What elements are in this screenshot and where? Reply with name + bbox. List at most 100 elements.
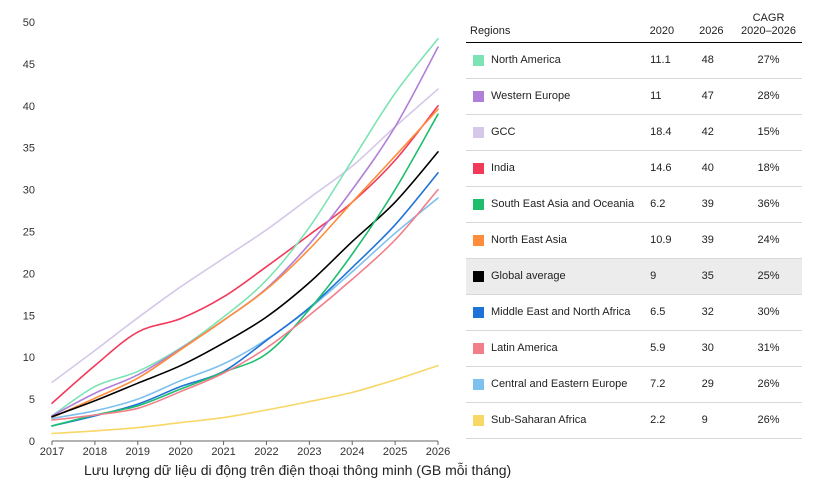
region-cell: North America xyxy=(466,42,637,79)
region-cell: South East Asia and Oceania xyxy=(466,186,637,223)
value-2026-cell: 47 xyxy=(687,78,736,115)
value-2020-cell: 6.5 xyxy=(636,294,688,331)
table-row: Central and Eastern Europe 7.2 29 26% xyxy=(466,366,802,403)
table-row: GCC 18.4 42 15% xyxy=(466,114,802,151)
x-tick-label: 2024 xyxy=(340,446,364,458)
legend-swatch xyxy=(473,270,484,282)
x-tick-label: 2017 xyxy=(40,446,64,458)
legend-swatch xyxy=(473,54,484,66)
cagr-cell: 36% xyxy=(735,186,802,223)
series-line-latin-america xyxy=(51,188,439,421)
table-row: South East Asia and Oceania 6.2 39 36% xyxy=(466,186,802,223)
value-2020-cell: 9 xyxy=(636,258,688,295)
y-tick-label: 0 xyxy=(29,436,35,448)
legend-swatch xyxy=(473,126,484,138)
table-row: Western Europe 11 47 28% xyxy=(466,78,802,115)
region-cell: India xyxy=(466,150,637,187)
region-label: Western Europe xyxy=(491,90,571,102)
region-cell: North East Asia xyxy=(466,222,637,259)
region-label: South East Asia and Oceania xyxy=(491,198,635,210)
series-line-sub-saharan-africa xyxy=(51,364,439,435)
y-tick-label: 20 xyxy=(23,268,35,280)
legend-swatch xyxy=(473,414,484,426)
y-tick-label: 50 xyxy=(23,17,35,29)
chart-caption: Lưu lượng dữ liệu di động trên điện thoạ… xyxy=(84,462,512,478)
series-line-central-and-eastern-europe xyxy=(51,197,439,420)
region-cell: Middle East and North Africa xyxy=(466,294,637,331)
chart-series xyxy=(51,37,439,435)
series-line-north-america xyxy=(51,37,439,417)
legend-swatch xyxy=(473,90,484,102)
y-tick-label: 10 xyxy=(23,352,35,364)
y-tick-label: 15 xyxy=(23,310,35,322)
region-cell: Sub-Saharan Africa xyxy=(466,402,637,439)
y-tick-label: 5 xyxy=(29,394,35,406)
series-line-global-average xyxy=(51,151,439,418)
region-cell: Latin America xyxy=(466,330,637,367)
header-2020: 2020 xyxy=(636,10,688,43)
cagr-cell: 31% xyxy=(735,330,802,367)
y-tick-label: 45 xyxy=(23,59,35,71)
region-cell: Western Europe xyxy=(466,78,637,115)
y-tick-label: 30 xyxy=(23,185,35,197)
table-body: North America 11.1 48 27% Western Europe 11 47… xyxy=(466,42,802,439)
value-2026-cell: 39 xyxy=(687,186,736,223)
region-label: GCC xyxy=(491,126,516,138)
cagr-cell: 30% xyxy=(735,294,802,331)
cagr-cell: 18% xyxy=(735,150,802,187)
value-2026-cell: 9 xyxy=(687,402,736,439)
table-row: North East Asia 10.9 39 24% xyxy=(466,222,802,259)
regions-table: Regions 2020 2026 CAGR 2020–2026 North A… xyxy=(466,10,802,439)
table-row: Global average 9 35 25% xyxy=(466,258,802,295)
legend-swatch xyxy=(473,378,484,390)
x-tick-label: 2019 xyxy=(126,446,150,458)
value-2020-cell: 10.9 xyxy=(636,222,688,259)
x-tick-label: 2020 xyxy=(168,446,192,458)
cagr-cell: 15% xyxy=(735,114,802,151)
value-2026-cell: 42 xyxy=(687,114,736,151)
value-2020-cell: 5.9 xyxy=(636,330,688,367)
value-2020-cell: 7.2 xyxy=(636,366,688,403)
value-2026-cell: 35 xyxy=(687,258,736,295)
value-2026-cell: 40 xyxy=(687,150,736,187)
value-2026-cell: 32 xyxy=(687,294,736,331)
legend-swatch xyxy=(473,306,484,318)
table-header-row: Regions 2020 2026 CAGR 2020–2026 xyxy=(466,10,802,43)
value-2020-cell: 2.2 xyxy=(636,402,688,439)
value-2026-cell: 29 xyxy=(687,366,736,403)
region-label: India xyxy=(491,162,515,174)
region-label: North America xyxy=(491,54,561,66)
header-cagr-line1: CAGR xyxy=(752,11,785,24)
table-row: Middle East and North Africa 6.5 32 30% xyxy=(466,294,802,331)
legend-swatch xyxy=(473,234,484,246)
y-tick-label: 35 xyxy=(23,143,35,155)
cagr-cell: 25% xyxy=(735,258,802,295)
table-row: India 14.6 40 18% xyxy=(466,150,802,187)
header-2026: 2026 xyxy=(687,10,736,43)
legend-swatch xyxy=(473,342,484,354)
region-label: Latin America xyxy=(491,342,558,354)
cagr-cell: 26% xyxy=(735,366,802,403)
table-row: Sub-Saharan Africa 2.2 9 26% xyxy=(466,402,802,439)
value-2020-cell: 11.1 xyxy=(636,42,688,79)
cagr-cell: 26% xyxy=(735,402,802,439)
y-tick-label: 25 xyxy=(23,227,35,239)
region-cell: GCC xyxy=(466,114,637,151)
x-tick-label: 2021 xyxy=(211,446,235,458)
cagr-cell: 27% xyxy=(735,42,802,79)
cagr-cell: 24% xyxy=(735,222,802,259)
region-cell: Global average xyxy=(466,258,637,295)
region-label: Central and Eastern Europe xyxy=(491,378,628,390)
series-line-north-east-asia xyxy=(51,108,439,419)
value-2026-cell: 39 xyxy=(687,222,736,259)
value-2026-cell: 48 xyxy=(687,42,736,79)
header-cagr: CAGR 2020–2026 xyxy=(735,10,802,43)
value-2020-cell: 6.2 xyxy=(636,186,688,223)
header-regions: Regions xyxy=(466,10,637,43)
table-row: Latin America 5.9 30 31% xyxy=(466,330,802,367)
x-tick-label: 2026 xyxy=(426,446,450,458)
series-line-india xyxy=(51,105,439,405)
x-tick-label: 2022 xyxy=(254,446,278,458)
